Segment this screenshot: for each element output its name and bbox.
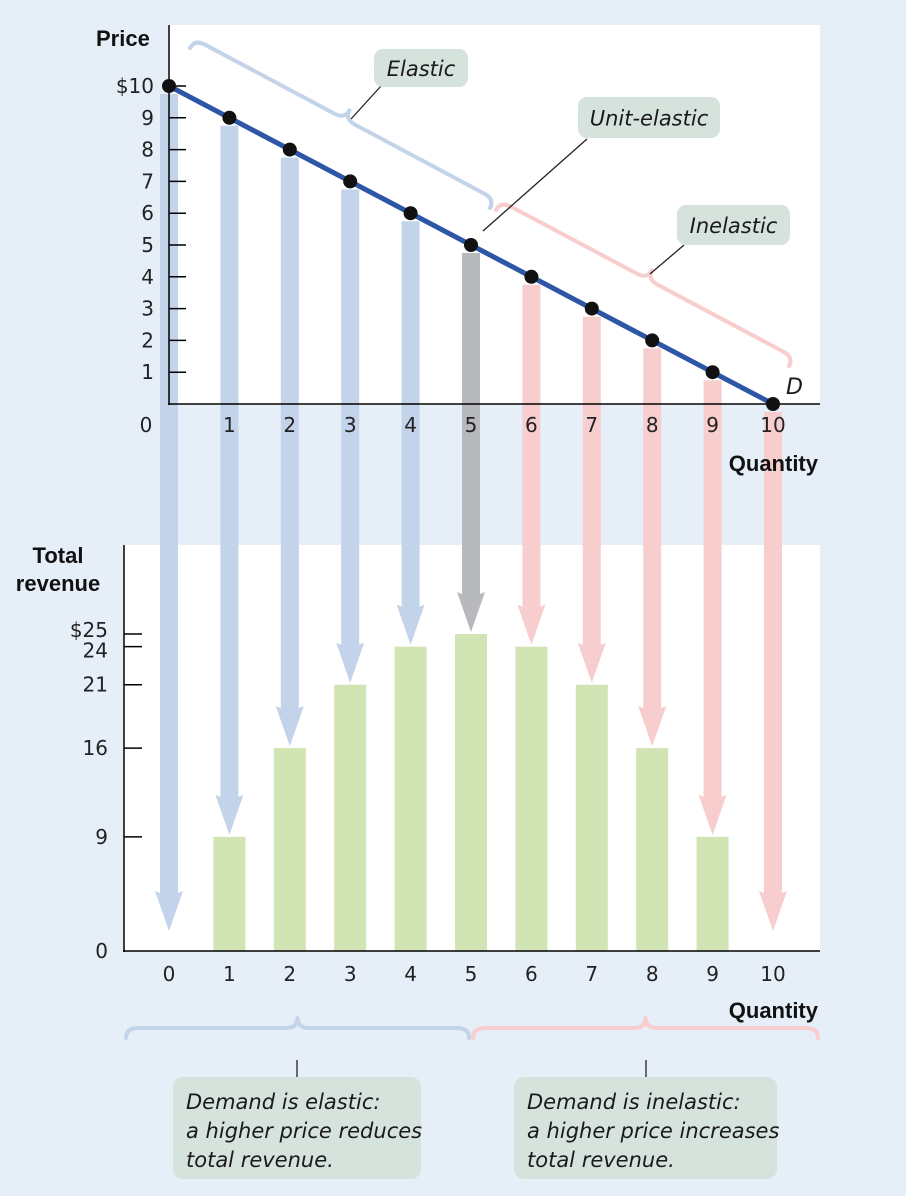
- price-tick-label: 7: [141, 169, 154, 193]
- bottom-quantity-tick-label: 1: [223, 962, 236, 986]
- revenue-bar: [575, 684, 608, 951]
- top-quantity-axis-title: Quantity: [729, 451, 819, 476]
- top-quantity-tick-label: 2: [283, 413, 296, 437]
- inelastic-brace: [494, 202, 793, 368]
- bottom-quantity-tick-label: 8: [646, 962, 659, 986]
- bottom-quantity-tick-label: 7: [585, 962, 598, 986]
- top-quantity-tick-label: 10: [760, 413, 785, 437]
- demand-point: [162, 79, 176, 93]
- revenue-bar: [334, 684, 367, 951]
- bottom-quantity-tick-label: 6: [525, 962, 538, 986]
- drop-arrow: [457, 253, 485, 632]
- revenue-bar: [696, 836, 729, 951]
- price-tick-label: 1: [141, 360, 154, 384]
- top-quantity-tick-label: 8: [646, 413, 659, 437]
- demand-curve-label: D: [786, 375, 803, 400]
- price-tick-label: 6: [141, 201, 154, 225]
- unit-elastic-callout-label: Unit-elastic: [590, 107, 709, 131]
- revenue-tick-label: 9: [95, 825, 108, 849]
- revenue-bar: [455, 634, 487, 951]
- bottom-quantity-tick-label: 9: [706, 962, 719, 986]
- drop-arrow: [155, 94, 183, 931]
- price-tick-label: $10: [116, 74, 154, 98]
- demand-point: [584, 301, 599, 316]
- elastic-brace: [188, 40, 494, 210]
- revenue-bar: [636, 748, 669, 951]
- price-tick-label: 5: [141, 233, 154, 257]
- top-quantity-tick-label: 9: [706, 413, 719, 437]
- drop-arrow: [215, 125, 244, 835]
- top-quantity-tick-label: 3: [344, 413, 357, 437]
- revenue-tick-label: $25: [70, 618, 108, 642]
- elastic-callout-box: [374, 49, 468, 87]
- price-tick-label: 8: [141, 138, 154, 162]
- inelastic-leader-line: [649, 244, 685, 275]
- drop-arrow: [275, 157, 304, 747]
- revenue-tick-label: 21: [83, 673, 108, 697]
- inelastic-note-line: Demand is inelastic:: [527, 1090, 741, 1114]
- bottom-quantity-tick-label: 5: [465, 962, 478, 986]
- demand-point: [282, 142, 297, 157]
- inelastic-callout-box: [677, 205, 790, 245]
- bottom-quantity-tick-label: 3: [344, 962, 357, 986]
- demand-point: [222, 110, 237, 125]
- elastic-leader-line: [350, 85, 382, 120]
- top-quantity-tick-label: 1: [223, 413, 236, 437]
- drop-arrow: [577, 316, 606, 683]
- top-origin-label: 0: [140, 413, 153, 437]
- inelastic-note-line: a higher price increases: [527, 1119, 779, 1143]
- bottom-quantity-tick-label: 10: [760, 962, 785, 986]
- bottom-quantity-axis-title: Quantity: [729, 998, 819, 1023]
- inelastic-note-box: [514, 1077, 777, 1179]
- elastic-note-line: total revenue.: [186, 1148, 334, 1172]
- top-quantity-tick-label: 4: [404, 413, 417, 437]
- price-tick-label: 4: [141, 265, 154, 289]
- bottom-quantity-tick-label: 0: [163, 962, 176, 986]
- total-revenue-axis-title-line-1: Total: [33, 543, 84, 568]
- drop-arrow: [698, 380, 727, 835]
- elastic-note-line: Demand is elastic:: [186, 1090, 380, 1114]
- drop-arrow: [759, 412, 787, 931]
- demand-point: [645, 333, 660, 348]
- demand-point: [464, 238, 478, 252]
- drop-arrow: [336, 189, 365, 683]
- elastic-note-line: a higher price reduces: [186, 1119, 422, 1143]
- unit-elastic-leader-line: [482, 138, 588, 232]
- revenue-tick-label: 16: [83, 736, 108, 760]
- top-quantity-tick-label: 6: [525, 413, 538, 437]
- drop-arrow: [396, 221, 425, 645]
- price-tick-label: 2: [141, 328, 154, 352]
- inelastic-callout-label: Inelastic: [690, 214, 778, 238]
- elastic-callout-label: Elastic: [387, 57, 456, 81]
- revenue-bar: [394, 646, 427, 951]
- drop-arrow: [638, 348, 667, 747]
- inelastic-note-line: total revenue.: [527, 1148, 675, 1172]
- revenue-bar: [213, 836, 246, 951]
- top-quantity-tick-label: 5: [465, 413, 478, 437]
- top-quantity-tick-label: 7: [585, 413, 598, 437]
- price-tick-label: 3: [141, 297, 154, 321]
- bottom-quantity-tick-label: 4: [404, 962, 417, 986]
- price-tick-label: 9: [141, 106, 154, 130]
- drop-arrow: [517, 284, 546, 645]
- demand-point: [766, 397, 780, 411]
- demand-point: [705, 365, 720, 380]
- total-revenue-axis-title-line-2: revenue: [16, 571, 100, 596]
- bottom-inelastic-brace: [471, 1016, 820, 1040]
- revenue-bar: [515, 646, 548, 951]
- bottom-elastic-brace: [124, 1016, 471, 1040]
- revenue-bar: [273, 748, 306, 951]
- demand-point: [403, 206, 418, 221]
- elastic-note-box: [173, 1077, 421, 1179]
- bottom-quantity-tick-label: 2: [283, 962, 296, 986]
- revenue-tick-label: 0: [95, 939, 108, 963]
- unit-elastic-callout-box: [578, 97, 720, 138]
- demand-point: [524, 269, 539, 284]
- revenue-tick-label: 24: [83, 639, 108, 663]
- price-axis-title: Price: [96, 26, 150, 51]
- demand-point: [343, 174, 358, 189]
